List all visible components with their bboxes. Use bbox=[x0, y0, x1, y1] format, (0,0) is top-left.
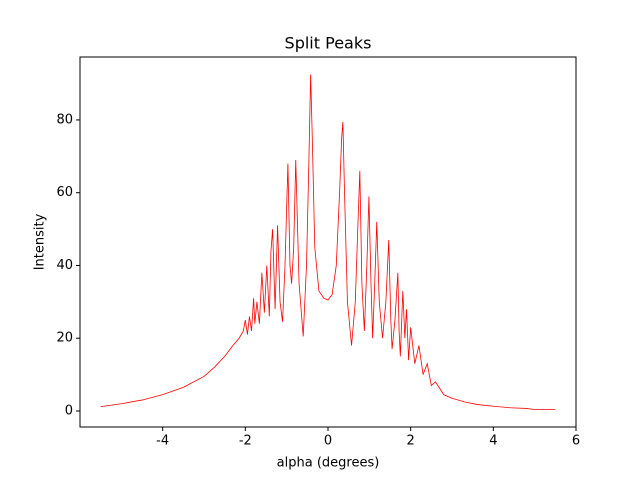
y-tick-label: 60 bbox=[56, 185, 73, 200]
chart-title: Split Peaks bbox=[285, 34, 372, 53]
x-tick-label: 2 bbox=[407, 434, 415, 449]
x-tick-label: -2 bbox=[239, 434, 252, 449]
x-tick-label: -4 bbox=[156, 434, 169, 449]
x-tick-label: 6 bbox=[572, 434, 580, 449]
plot-frame bbox=[79, 56, 577, 428]
x-tick-label: 0 bbox=[324, 434, 332, 449]
y-tick-label: 40 bbox=[56, 258, 73, 273]
y-tick-label: 0 bbox=[65, 403, 73, 418]
y-tick-label: 80 bbox=[56, 112, 73, 127]
x-tick-label: 4 bbox=[489, 434, 497, 449]
x-axis-label: alpha (degrees) bbox=[277, 456, 380, 471]
y-tick-label: 20 bbox=[56, 331, 73, 346]
data-line bbox=[100, 74, 556, 410]
y-axis-label: Intensity bbox=[33, 213, 48, 270]
